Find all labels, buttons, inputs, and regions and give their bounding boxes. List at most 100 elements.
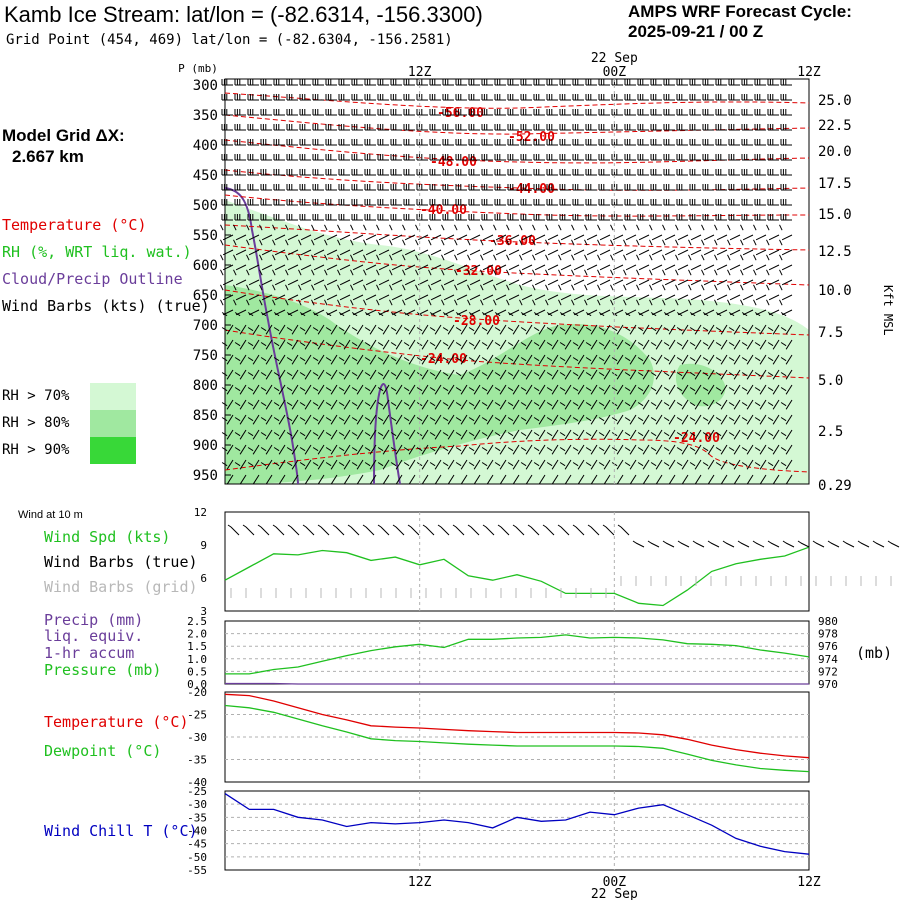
pressure-axis-label: P (mb) xyxy=(178,62,218,75)
y-tick-label: -40 xyxy=(187,825,207,838)
pressure-line xyxy=(225,634,810,675)
y2-tick-label: 970 xyxy=(818,678,838,691)
y-tick-label: -30 xyxy=(187,731,207,744)
wind-speed-line xyxy=(224,546,810,607)
rh90-swatch xyxy=(90,437,136,464)
isotherm-label: -32.00 xyxy=(455,264,502,279)
height-tick-label: 2.5 xyxy=(818,424,843,440)
height-tick-label: 7.5 xyxy=(818,325,843,341)
isotherm-28 xyxy=(224,289,810,336)
y2-tick-label: 976 xyxy=(818,640,838,653)
isotherm-label: -40.00 xyxy=(420,203,467,218)
grid-point-subtitle: Grid Point (454, 469) lat/lon = (-82.630… xyxy=(6,32,453,48)
height-tick-label: 17.5 xyxy=(818,176,852,192)
y-tick-label: -35 xyxy=(187,754,207,767)
rh70-swatch xyxy=(90,383,136,410)
wind-barbs-grid xyxy=(230,576,892,598)
height-tick-label: 22.5 xyxy=(818,118,852,134)
dewpoint-line xyxy=(224,704,810,773)
y-tick-label: 1.5 xyxy=(187,640,207,653)
precip-liq-label: liq. equiv. xyxy=(44,627,144,645)
panel-frame xyxy=(224,620,810,685)
legend-wind-barbs: Wind Barbs (kts) (true) xyxy=(2,297,210,315)
y-tick-label: -25 xyxy=(187,785,207,798)
pressure-tick-label: 400 xyxy=(193,138,218,154)
wind-barbs-true-label: Wind Barbs (true) xyxy=(44,553,198,571)
pressure-tick-label: 800 xyxy=(193,378,218,394)
wind-10m-panel: 12 9 6 3 xyxy=(194,506,900,618)
pressure-tick-label: 900 xyxy=(193,438,218,454)
rh70-label: RH > 70% xyxy=(2,388,70,404)
time-tick-label-bottom: 12Z xyxy=(408,875,432,890)
time-tick-label-bottom: 00Z xyxy=(603,875,627,890)
y2-tick-label: 980 xyxy=(818,615,838,628)
y-tick-label: -45 xyxy=(187,838,207,851)
height-tick-label: 0.29 xyxy=(818,478,852,494)
date-label-bottom: 22 Sep xyxy=(591,887,638,900)
wind-barbs-true xyxy=(227,524,900,548)
height-tick-label: 20.0 xyxy=(818,144,852,160)
y2-tick-label: 978 xyxy=(818,628,838,641)
precip-accum-label: 1-hr accum xyxy=(44,644,135,662)
pressure-tick-label: 500 xyxy=(193,198,218,214)
height-tick-label: 10.0 xyxy=(818,283,852,299)
pressure-label: Pressure (mb) xyxy=(44,661,162,679)
rh90-label: RH > 90% xyxy=(2,442,70,458)
wind-barbs-grid-label: Wind Barbs (grid) xyxy=(44,578,198,596)
isotherm-label: -24.00 xyxy=(673,431,720,446)
y-tick-label: 2.5 xyxy=(187,615,207,628)
y-tick-label: 9 xyxy=(200,539,207,552)
rh80-swatch xyxy=(90,410,136,437)
model-grid-label: Model Grid ΔX: xyxy=(2,126,125,145)
y-tick-label: 0.0 xyxy=(187,678,207,691)
pressure-tick-label: 650 xyxy=(193,288,218,304)
y-tick-label: 0.5 xyxy=(187,665,207,678)
cross-section-frame xyxy=(224,78,810,485)
y-tick-label: -40 xyxy=(187,776,207,789)
isotherm-label: -24.00 xyxy=(420,352,467,367)
precip-label: Precip (mm) xyxy=(44,611,144,629)
y-tick-label: -25 xyxy=(187,709,207,722)
temperature-label: Temperature (°C) xyxy=(44,713,189,731)
forecast-cycle-label: AMPS WRF Forecast Cycle: xyxy=(628,2,852,21)
y-tick-label: 2.0 xyxy=(187,628,207,641)
pressure-tick-label: 950 xyxy=(193,468,218,484)
panel-frame xyxy=(224,691,810,783)
y-tick-label: 6 xyxy=(200,572,207,585)
height-tick-label: 25.0 xyxy=(818,93,852,109)
cloud-outline-east xyxy=(373,383,401,485)
wind-chill-line xyxy=(224,793,810,855)
wind-speed-label: Wind Spd (kts) xyxy=(44,528,171,546)
legend-rh: RH (%, WRT liq. wat.) xyxy=(2,243,192,261)
isotherm-label: -48.00 xyxy=(430,155,477,170)
pressure-tick-label: 850 xyxy=(193,408,218,424)
time-tick-label-top: 12Z xyxy=(408,65,432,80)
temperature-dewpoint-panel: -20 -25 -30 -35 -40 xyxy=(187,686,810,789)
y-tick-label: -50 xyxy=(187,851,207,864)
wind10m-title: Wind at 10 m xyxy=(18,509,83,521)
pressure-tick-label: 450 xyxy=(193,168,218,184)
pressure-tick-label: 350 xyxy=(193,108,218,124)
y-tick-label: -20 xyxy=(187,686,207,699)
height-tick-label: 5.0 xyxy=(818,373,843,389)
isotherm-label: -52.00 xyxy=(508,130,555,145)
y-tick-label: -55 xyxy=(187,864,207,877)
rh80-region xyxy=(225,285,654,484)
forecast-cycle-value: 2025-09-21 / 00 Z xyxy=(628,22,764,41)
y2-tick-label: 972 xyxy=(818,665,838,678)
time-tick-label-top: 00Z xyxy=(603,65,627,80)
height-tick-label: 15.0 xyxy=(818,207,852,223)
dewpoint-label: Dewpoint (°C) xyxy=(44,742,162,760)
isotherm-label: -28.00 xyxy=(453,314,500,329)
y-tick-label: 12 xyxy=(194,506,207,519)
precip-line xyxy=(225,682,809,685)
y-tick-label: 3 xyxy=(200,605,207,618)
legend-cloud-outline: Cloud/Precip Outline xyxy=(2,270,183,288)
legend-temperature: Temperature (°C) xyxy=(2,216,147,234)
page-title: Kamb Ice Stream: lat/lon = (-82.6314, -1… xyxy=(4,2,483,27)
panel-frame xyxy=(224,511,810,612)
y-tick-label: -35 xyxy=(187,811,207,824)
pressure-unit-label: (mb) xyxy=(856,644,893,662)
height-axis-label: Kft MSL xyxy=(881,285,895,336)
